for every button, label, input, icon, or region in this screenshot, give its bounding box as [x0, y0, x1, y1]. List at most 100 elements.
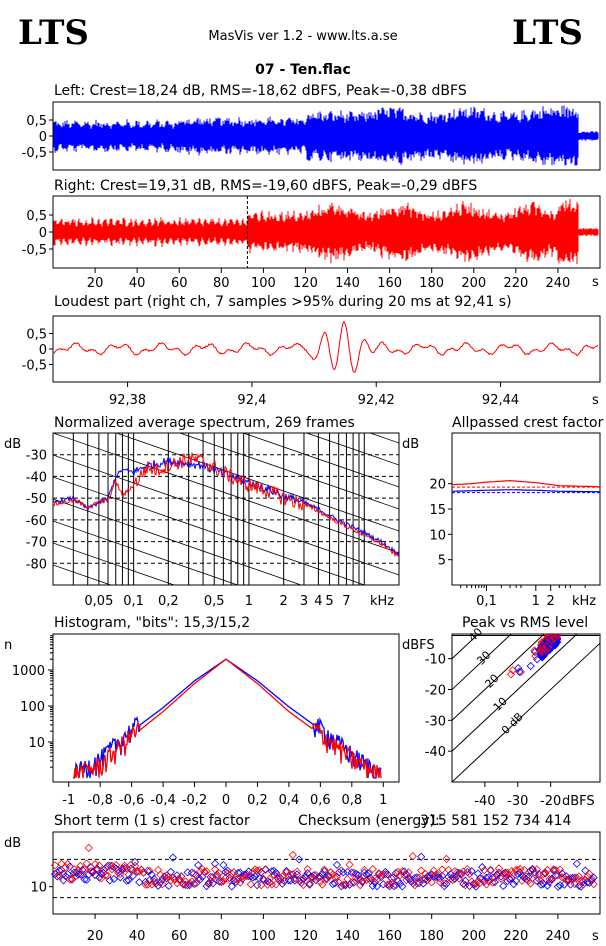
- short-crest-point: [311, 870, 321, 880]
- short-crest-point: [133, 867, 142, 876]
- short-crest-point: [137, 865, 146, 874]
- short-crest-xtick-label: 200: [461, 929, 486, 944]
- time-xtick-label: 220: [503, 276, 528, 291]
- spectrum-xtick-label: 0,1: [123, 594, 144, 609]
- peak-rms-point: [552, 634, 561, 640]
- short-crest-point: [492, 871, 502, 880]
- allpass-ytick-label: 10: [429, 528, 446, 543]
- short-crest-point: [208, 872, 217, 882]
- short-crest-point: [236, 878, 245, 887]
- short-crest-point: [128, 865, 138, 874]
- short-crest-x-unit: s: [592, 929, 599, 944]
- histogram-xtick-label: 0,6: [310, 793, 331, 808]
- short-crest-xtick-label: 180: [419, 929, 444, 944]
- loudest-title: Loudest part (right ch, 7 samples >95% d…: [54, 294, 512, 310]
- short-crest-point: [345, 860, 354, 869]
- peak-rms-point: [515, 667, 524, 677]
- short-crest-point: [393, 877, 403, 886]
- short-crest-point: [438, 871, 447, 881]
- short-crest-point: [589, 873, 598, 882]
- short-crest-point: [379, 870, 388, 879]
- short-crest-point: [507, 867, 516, 876]
- peak-rms-crest-line: [452, 634, 512, 691]
- short-crest-point: [105, 876, 114, 885]
- spectrum-slope-line: [178, 433, 399, 510]
- short-crest-point: [539, 879, 548, 888]
- short-crest-point: [177, 872, 186, 881]
- short-crest-point: [520, 865, 529, 875]
- short-crest-point: [383, 870, 392, 879]
- right-wave-envelope: [53, 198, 599, 265]
- short-crest-point: [404, 868, 413, 877]
- short-crest-point: [206, 876, 215, 885]
- short-crest-point: [261, 865, 270, 874]
- peak-rms-title: Peak vs RMS level: [462, 615, 588, 631]
- short-crest-point: [118, 864, 127, 873]
- histogram-series-left: [73, 658, 382, 780]
- right-wave-title: Right: Crest=19,31 dB, RMS=-19,60 dBFS, …: [54, 178, 477, 194]
- short-crest-point: [499, 881, 508, 891]
- spectrum-slope-line: [53, 520, 239, 585]
- short-crest-point: [332, 860, 342, 870]
- allpass-ytick-label: 20: [429, 478, 446, 493]
- time-xtick-label: 80: [213, 276, 230, 291]
- short-crest-point: [200, 867, 209, 877]
- spectrum-ytick-label: -80: [26, 557, 47, 572]
- peak-rms-point: [516, 667, 526, 676]
- loudest-xtick-label: 92,44: [482, 393, 519, 408]
- short-crest-point: [215, 869, 224, 878]
- time-xtick-label: 40: [129, 276, 146, 291]
- histogram-xtick-label: 0: [222, 793, 230, 808]
- right-wave-ytick-label: 0: [39, 226, 47, 241]
- short-crest-point: [326, 868, 335, 877]
- short-crest-point: [284, 876, 293, 885]
- short-crest-point: [189, 879, 199, 889]
- short-crest-point: [541, 868, 550, 877]
- short-crest-point: [189, 869, 199, 878]
- spectrum-slope-line: [53, 476, 366, 585]
- short-crest-point: [555, 865, 565, 874]
- loudest-xtick-label: 92,4: [237, 393, 266, 408]
- histogram-xtick-label: 0,2: [247, 793, 268, 808]
- short-crest-point: [154, 865, 163, 875]
- short-crest-y-label: dB: [4, 836, 21, 851]
- spectrum-series-left: [53, 457, 399, 557]
- histogram-ytick-label: 10: [28, 736, 45, 751]
- short-crest-point: [551, 871, 560, 880]
- short-crest-title: Short term (1 s) crest factor: [54, 813, 250, 829]
- short-crest-point: [518, 876, 527, 885]
- short-crest-point: [299, 880, 308, 890]
- peak-rms-frame: [451, 633, 601, 783]
- short-crest-point: [358, 877, 367, 887]
- short-crest-point: [80, 865, 89, 874]
- short-crest-point: [194, 860, 203, 870]
- short-crest-point: [414, 873, 424, 882]
- short-crest-xtick-label: 40: [129, 929, 146, 944]
- time-xtick-label: 60: [171, 276, 188, 291]
- loudest-waveform: [53, 320, 599, 373]
- short-crest-point: [396, 879, 405, 888]
- short-crest-point: [381, 870, 390, 879]
- short-crest-point: [124, 870, 133, 879]
- spectrum-x-unit: kHz: [370, 594, 394, 609]
- short-crest-point: [431, 872, 440, 882]
- short-crest-point: [509, 879, 518, 889]
- spectrum-xtick-label: 1: [245, 594, 253, 609]
- short-crest-point: [320, 865, 329, 874]
- short-crest-point: [301, 871, 310, 880]
- short-crest-point: [404, 874, 413, 883]
- short-crest-point: [356, 880, 365, 890]
- short-crest-xtick-label: 20: [87, 929, 104, 944]
- spectrum-y-label: dB: [4, 437, 21, 452]
- spectrum-slope-line: [53, 454, 399, 576]
- time-xtick-label: 180: [419, 276, 444, 291]
- file-name: 07 - Ten.flac: [255, 62, 351, 78]
- short-crest-point: [267, 880, 276, 889]
- right-wave-ytick-label: -0,5: [22, 243, 47, 258]
- time-xtick-label: 160: [377, 276, 402, 291]
- peak-rms-point: [506, 670, 516, 679]
- short-crest-point: [490, 877, 499, 887]
- short-crest-point: [219, 877, 228, 886]
- short-crest-point: [292, 867, 302, 876]
